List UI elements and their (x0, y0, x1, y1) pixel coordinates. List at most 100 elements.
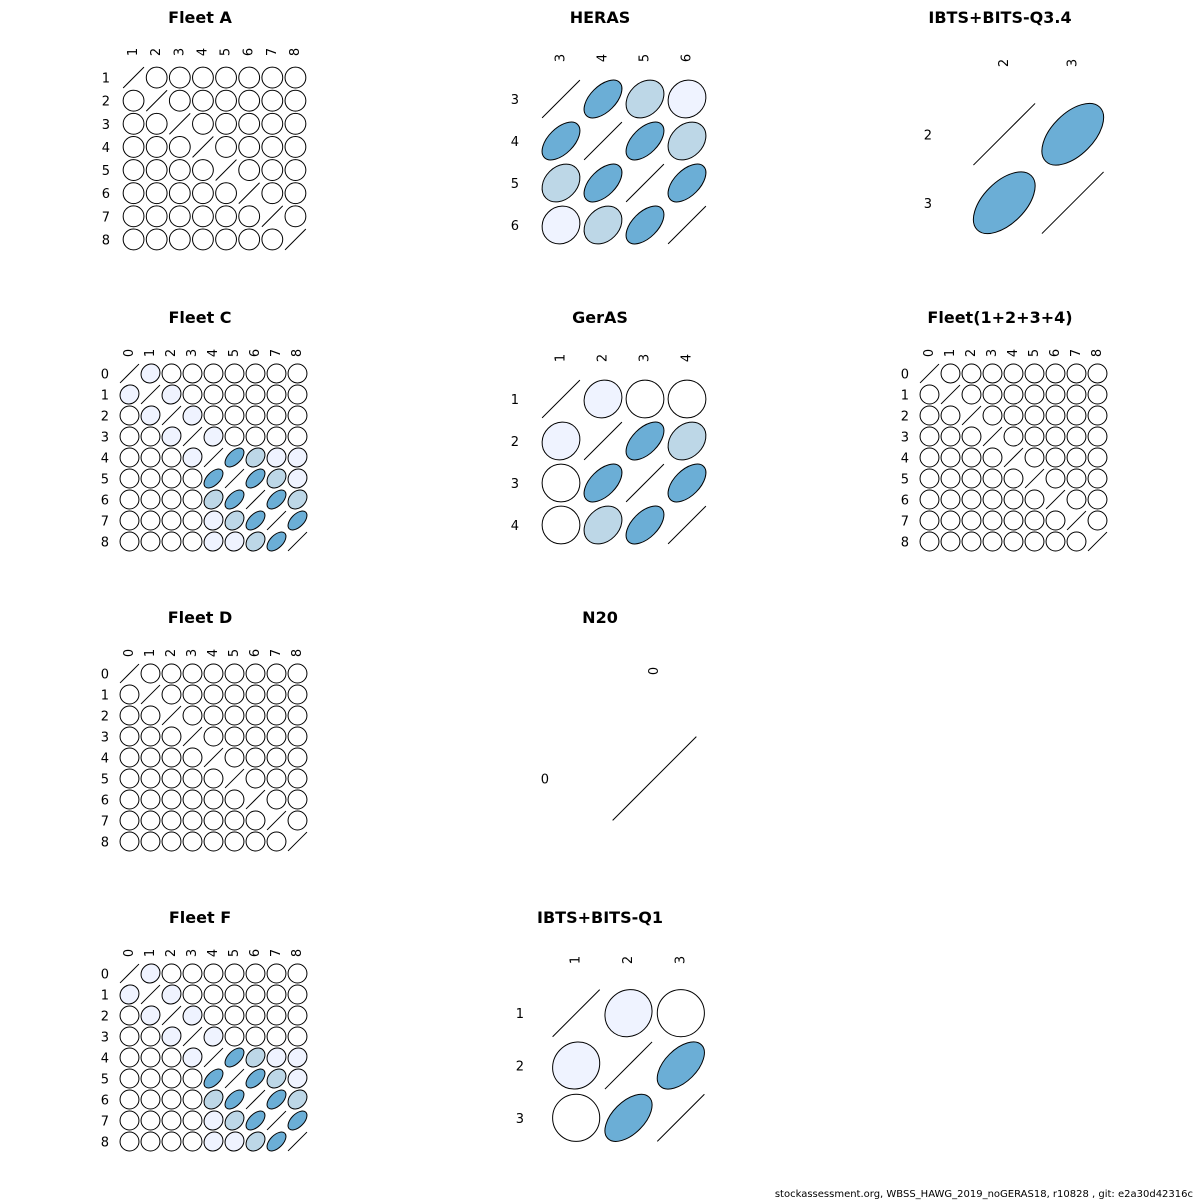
correlation-ellipse (1066, 384, 1087, 405)
correlation-ellipse (266, 684, 287, 705)
column-tick-label: 4 (1006, 349, 1021, 357)
correlation-ellipse (161, 1026, 182, 1047)
column-tick-label: 5 (219, 48, 234, 56)
panel-title: IBTS+BITS-Q3.4 (928, 8, 1071, 27)
correlation-ellipse (982, 468, 1003, 489)
correlation-ellipse (161, 831, 182, 852)
correlation-ellipse (203, 684, 224, 705)
row-tick-label: 2 (901, 410, 909, 425)
correlation-ellipse (203, 426, 224, 447)
correlation-ellipse (215, 205, 237, 228)
correlation-ellipse (238, 136, 261, 158)
correlation-ellipse (161, 1068, 182, 1089)
column-tick-label: 7 (269, 649, 284, 657)
correlation-ellipse (287, 1005, 308, 1026)
correlation-ellipse (245, 1110, 266, 1131)
correlation-ellipse (161, 1089, 182, 1110)
diagonal-line (583, 121, 623, 161)
row-tick-label: 1 (511, 393, 519, 408)
correlation-ellipse (224, 684, 245, 705)
row-tick-label: 5 (511, 177, 519, 192)
correlation-ellipse (1045, 363, 1066, 384)
correlation-ellipse (266, 747, 287, 768)
correlation-ellipse (245, 684, 266, 705)
correlation-ellipse (182, 1005, 203, 1026)
column-tick-label: 1 (126, 48, 141, 56)
correlation-ellipse (119, 1131, 140, 1152)
correlation-ellipse (266, 726, 287, 747)
diagonal-line (182, 426, 203, 447)
correlation-ellipse (266, 384, 287, 405)
diagonal-line (541, 379, 581, 419)
row-tick-label: 4 (102, 141, 110, 156)
correlation-ellipse (192, 66, 214, 89)
column-tick-label: 8 (290, 649, 305, 657)
diagonal-line (119, 363, 140, 384)
correlation-ellipse (140, 768, 161, 789)
correlation-ellipse (982, 510, 1003, 531)
diagonal-line (261, 205, 284, 228)
correlation-ellipse (224, 426, 245, 447)
correlation-ellipse (224, 363, 245, 384)
correlation-ellipse (161, 1110, 182, 1131)
column-tick-label: 4 (206, 649, 221, 657)
correlation-ellipse (140, 510, 161, 531)
correlation-ellipse (161, 468, 182, 489)
correlation-ellipse (192, 89, 214, 112)
diagonal-line (541, 79, 581, 119)
correlation-ellipse (122, 136, 145, 158)
correlation-ellipse (266, 768, 287, 789)
correlation-ellipse (287, 984, 308, 1005)
correlation-ellipse (182, 489, 203, 510)
correlation-ellipse (625, 121, 665, 161)
correlation-ellipse (203, 768, 224, 789)
correlation-ellipse (161, 684, 182, 705)
column-tick-label: 1 (554, 354, 569, 362)
correlation-ellipse (245, 810, 266, 831)
correlation-ellipse (161, 768, 182, 789)
correlation-ellipse (203, 789, 224, 810)
correlation-ellipse (224, 1110, 245, 1131)
row-tick-label: 0 (541, 773, 549, 788)
correlation-ellipse (161, 747, 182, 768)
correlation-ellipse (182, 831, 203, 852)
row-tick-label: 7 (101, 1115, 109, 1130)
correlation-ellipse (1003, 510, 1024, 531)
row-tick-label: 0 (101, 668, 109, 683)
correlation-ellipse (224, 1026, 245, 1047)
row-tick-label: 6 (101, 794, 109, 809)
correlation-ellipse (224, 831, 245, 852)
correlation-ellipse (982, 363, 1003, 384)
correlation-ellipse (1024, 384, 1045, 405)
correlation-ellipse (238, 66, 261, 89)
row-tick-label: 3 (901, 431, 909, 446)
correlation-ellipse (1024, 489, 1045, 510)
correlation-ellipse (182, 705, 203, 726)
correlation-ellipse (583, 163, 623, 203)
correlation-ellipse (667, 121, 707, 161)
correlation-ellipse (1066, 489, 1087, 510)
column-tick-label: 3 (638, 354, 653, 362)
correlation-ellipse (583, 463, 623, 503)
correlation-ellipse (1003, 405, 1024, 426)
correlation-ellipse (182, 684, 203, 705)
correlation-ellipse (245, 510, 266, 531)
correlation-ellipse (1045, 468, 1066, 489)
correlation-ellipse (238, 112, 261, 135)
correlation-ellipse (245, 426, 266, 447)
correlation-ellipse (667, 379, 707, 419)
column-tick-label: 2 (149, 48, 164, 56)
column-tick-label: 6 (1048, 349, 1063, 357)
correlation-ellipse (541, 421, 581, 461)
correlation-ellipse (919, 447, 940, 468)
correlation-ellipse (203, 984, 224, 1005)
correlation-ellipse (168, 205, 191, 228)
diagonal-line (224, 768, 245, 789)
column-tick-label: 2 (621, 956, 636, 964)
correlation-ellipse (961, 489, 982, 510)
correlation-ellipse (1066, 405, 1087, 426)
row-tick-label: 6 (101, 1094, 109, 1109)
column-tick-label: 3 (172, 48, 187, 56)
correlation-ellipse (119, 510, 140, 531)
